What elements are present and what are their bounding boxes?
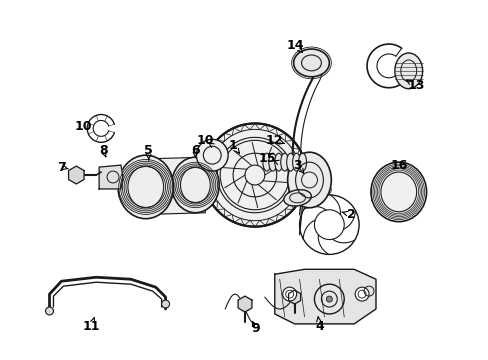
Circle shape — [325, 296, 332, 302]
Circle shape — [354, 287, 368, 301]
Polygon shape — [274, 269, 375, 324]
Ellipse shape — [292, 153, 300, 171]
Circle shape — [196, 139, 228, 171]
Polygon shape — [68, 166, 84, 184]
Ellipse shape — [298, 153, 306, 171]
Text: 8: 8 — [99, 144, 107, 157]
Ellipse shape — [280, 153, 288, 171]
Ellipse shape — [274, 153, 282, 171]
Text: 12: 12 — [265, 134, 283, 147]
Ellipse shape — [287, 152, 331, 208]
Text: 7: 7 — [57, 161, 66, 174]
Text: 13: 13 — [407, 79, 425, 92]
Ellipse shape — [394, 53, 422, 89]
Circle shape — [45, 307, 53, 315]
Circle shape — [203, 123, 306, 227]
Ellipse shape — [118, 155, 173, 219]
Text: 16: 16 — [389, 159, 407, 172]
Text: 9: 9 — [251, 322, 260, 336]
Circle shape — [282, 287, 296, 301]
Circle shape — [314, 284, 344, 314]
Ellipse shape — [268, 153, 276, 171]
Text: 2: 2 — [346, 208, 355, 221]
Text: 1: 1 — [228, 139, 237, 152]
Circle shape — [162, 300, 169, 308]
Ellipse shape — [370, 162, 426, 222]
Ellipse shape — [171, 157, 219, 213]
Text: 11: 11 — [82, 320, 100, 333]
Polygon shape — [136, 157, 205, 215]
Ellipse shape — [293, 49, 328, 77]
Text: 10: 10 — [196, 134, 214, 147]
Text: 4: 4 — [314, 320, 323, 333]
Ellipse shape — [283, 190, 311, 206]
Text: 5: 5 — [144, 144, 153, 157]
Polygon shape — [288, 290, 300, 304]
Text: 15: 15 — [258, 152, 275, 165]
Text: 14: 14 — [286, 39, 304, 51]
Text: 3: 3 — [293, 159, 301, 172]
Text: 10: 10 — [74, 120, 92, 133]
Polygon shape — [238, 296, 251, 312]
Ellipse shape — [286, 153, 294, 171]
Polygon shape — [99, 165, 122, 189]
Text: 6: 6 — [191, 144, 199, 157]
Ellipse shape — [263, 153, 270, 171]
